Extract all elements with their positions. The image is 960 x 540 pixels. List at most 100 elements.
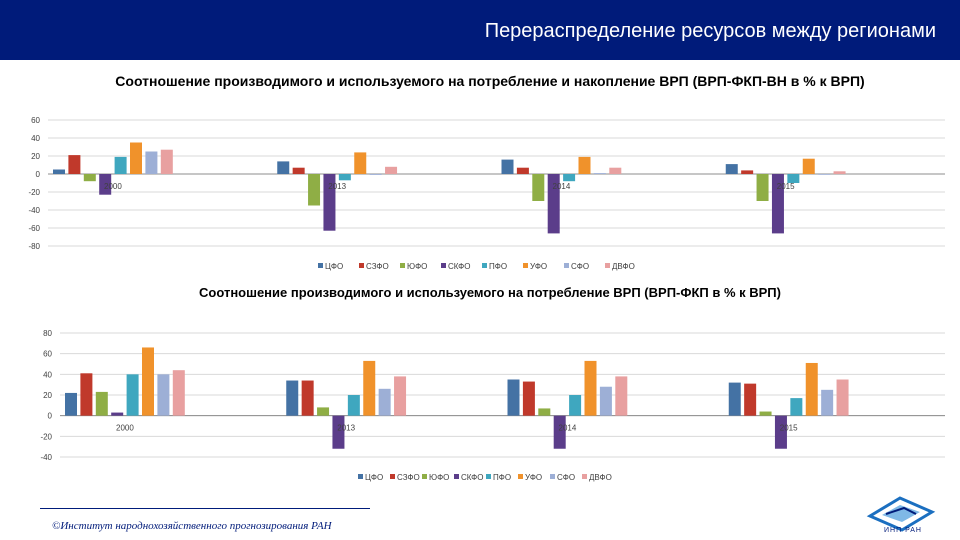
legend-label: ЮФО: [407, 262, 427, 271]
bar: [332, 415, 345, 449]
y-tick-label: 40: [43, 370, 52, 379]
bar: [286, 380, 299, 416]
x-category-label: 2015: [780, 424, 798, 433]
bar: [547, 174, 560, 234]
legend-label: ДВФО: [612, 262, 635, 271]
bar: [821, 389, 834, 416]
bar: [578, 156, 591, 174]
x-category-label: 2000: [104, 182, 122, 191]
bar: [68, 155, 81, 174]
y-tick-label: -40: [28, 206, 40, 215]
legend-swatch: [482, 263, 487, 268]
bar: [323, 174, 336, 231]
legend-swatch: [582, 474, 587, 479]
bar: [99, 174, 112, 195]
bar: [157, 374, 170, 416]
x-category-label: 2000: [116, 424, 134, 433]
legend-label: ДВФО: [589, 473, 612, 482]
legend-swatch: [454, 474, 459, 479]
y-tick-label: 60: [43, 350, 52, 359]
legend-swatch: [523, 263, 528, 268]
bar: [126, 374, 139, 416]
legend-swatch: [422, 474, 427, 479]
legend-label: ЦФО: [365, 473, 383, 482]
bar: [771, 174, 784, 234]
y-tick-label: 80: [43, 329, 52, 338]
bar: [569, 395, 582, 416]
bar: [160, 149, 173, 174]
bar: [787, 174, 800, 183]
legend-swatch: [318, 263, 323, 268]
legend-swatch: [564, 263, 569, 268]
bar: [338, 174, 351, 181]
y-tick-label: 60: [31, 116, 40, 125]
y-tick-label: -20: [40, 432, 52, 441]
bar: [507, 379, 520, 416]
bar: [553, 415, 566, 449]
legend-swatch: [605, 263, 610, 268]
bar: [363, 360, 376, 416]
x-category-label: 2014: [553, 182, 571, 191]
y-tick-label: 0: [36, 170, 41, 179]
bar: [522, 381, 535, 416]
x-category-label: 2014: [559, 424, 577, 433]
bar: [292, 167, 305, 174]
legend-label: УФО: [530, 262, 547, 271]
bar: [130, 142, 142, 174]
logo-caption: ИНП РАН: [884, 527, 922, 534]
bar: [599, 386, 612, 416]
legend-label: СФО: [557, 473, 575, 482]
y-tick-label: 40: [31, 134, 40, 143]
bar: [744, 383, 757, 416]
bar: [347, 395, 360, 416]
bar: [317, 407, 330, 416]
legend-label: СФО: [571, 262, 589, 271]
bar: [538, 408, 551, 416]
legend-label: ПФО: [493, 473, 511, 482]
x-category-label: 2015: [777, 182, 795, 191]
legend-swatch: [358, 474, 363, 479]
legend-swatch: [441, 263, 446, 268]
institute-logo-icon: [866, 496, 936, 532]
bar: [501, 159, 514, 174]
bar: [80, 373, 93, 416]
footer-copyright: ©Институт народнохозяйственного прогнози…: [52, 520, 332, 532]
header-bar: Перераспределение ресурсов между региона…: [0, 0, 960, 60]
y-tick-label: -40: [40, 453, 52, 462]
y-tick-label: -20: [28, 188, 40, 197]
bar: [385, 166, 398, 174]
legend-swatch: [390, 474, 395, 479]
bar: [532, 174, 545, 201]
legend-swatch: [518, 474, 523, 479]
bar: [818, 174, 831, 175]
bar: [394, 376, 407, 416]
bar: [142, 347, 154, 416]
bar: [725, 164, 738, 174]
y-tick-label: 20: [31, 152, 40, 161]
legend-label: СКФО: [461, 473, 483, 482]
y-tick-label: 0: [48, 412, 53, 421]
y-tick-label: -80: [28, 242, 40, 251]
bar: [277, 161, 290, 174]
legend-label: СКФО: [448, 262, 470, 271]
bar: [805, 362, 818, 416]
y-tick-label: -60: [28, 224, 40, 233]
bar: [53, 169, 65, 174]
bar: [756, 174, 769, 201]
legend-swatch: [400, 263, 405, 268]
x-category-label: 2013: [337, 424, 355, 433]
bar: [728, 382, 741, 416]
bar: [802, 158, 815, 174]
chart-1-title: Соотношение производимого и используемог…: [115, 73, 865, 89]
legend-swatch: [359, 263, 364, 268]
bar: [609, 167, 622, 174]
bar: [790, 398, 803, 416]
bar: [301, 380, 314, 416]
bar: [774, 415, 787, 449]
y-tick-label: 20: [43, 391, 52, 400]
chart-2-title: Соотношение производимого и используемог…: [199, 285, 781, 300]
legend-swatch: [486, 474, 491, 479]
bar: [833, 171, 846, 174]
bar: [615, 376, 628, 416]
